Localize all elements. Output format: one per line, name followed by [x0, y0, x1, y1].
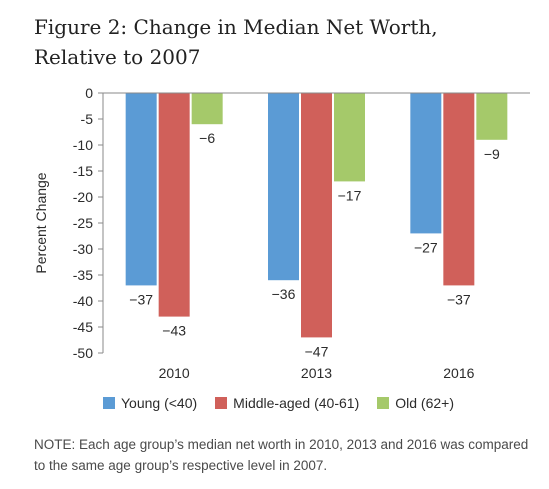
bar-young-2010	[125, 93, 157, 286]
chart-title: Figure 2: Change in Median Net Worth, Re…	[34, 12, 534, 72]
x-tick-label-2010: 2010	[159, 365, 190, 381]
legend-label-old: Old (62+)	[395, 395, 454, 411]
legend-label-middle-aged: Middle-aged (40-61)	[233, 395, 360, 411]
chart-legend: Young (<40) Middle-aged (40-61) Old (62+…	[103, 395, 472, 411]
data-label: −43	[162, 323, 186, 339]
y-tick-label: -5	[81, 111, 94, 127]
y-tick-label: -35	[73, 267, 93, 283]
x-tick-label-2016: 2016	[443, 365, 474, 381]
legend-item-middle-aged: Middle-aged (40-61)	[215, 395, 359, 411]
bar-chart: 0 -5 -10 -15 -20 -25 -30 -35 -40 -45 -50 Percent Ch…	[33, 85, 530, 381]
y-tick-label: -10	[73, 137, 93, 153]
y-tick-label: -30	[73, 241, 93, 257]
bar-old-2016	[476, 93, 508, 140]
y-tick-label: 0	[85, 85, 93, 101]
legend-item-old: Old (62+)	[377, 395, 454, 411]
chart-note: NOTE: Each age group’s median net worth …	[34, 437, 529, 473]
y-axis-title: Percent Change	[33, 172, 49, 273]
chart-title-line-1: Figure 2: Change in Median Net Worth,	[34, 15, 438, 39]
y-tick-label: -45	[73, 319, 93, 335]
legend-item-young: Young (<40)	[103, 395, 197, 411]
y-tick-label: -50	[73, 345, 93, 361]
y-tick-label: -20	[73, 189, 93, 205]
legend-label-young: Young (<40)	[121, 395, 198, 411]
legend-swatch-middle-aged	[215, 397, 228, 409]
data-label: −36	[272, 286, 296, 302]
data-label: −6	[199, 130, 215, 146]
legend-swatch-old	[377, 397, 390, 409]
data-label: −37	[447, 291, 471, 307]
data-label: −17	[338, 187, 362, 203]
chart-title-line-2: Relative to 2007	[34, 45, 201, 69]
bar-middle-aged-2016	[443, 93, 475, 286]
bar-young-2013	[268, 93, 299, 281]
data-label: −9	[484, 146, 500, 162]
legend-swatch-young	[103, 397, 115, 409]
data-label: −27	[414, 239, 438, 255]
bar-middle-aged-2013	[301, 93, 332, 338]
y-tick-label: -15	[73, 163, 93, 179]
bar-old-2013	[334, 93, 365, 182]
data-label: −47	[305, 343, 329, 359]
x-tick-label-2013: 2013	[301, 365, 332, 381]
bar-middle-aged-2010	[158, 93, 190, 317]
bar-old-2010	[191, 93, 223, 125]
y-tick-label: -40	[73, 293, 93, 309]
data-label: −37	[129, 291, 153, 307]
y-tick-label: -25	[73, 215, 93, 231]
bar-young-2016	[410, 93, 442, 234]
